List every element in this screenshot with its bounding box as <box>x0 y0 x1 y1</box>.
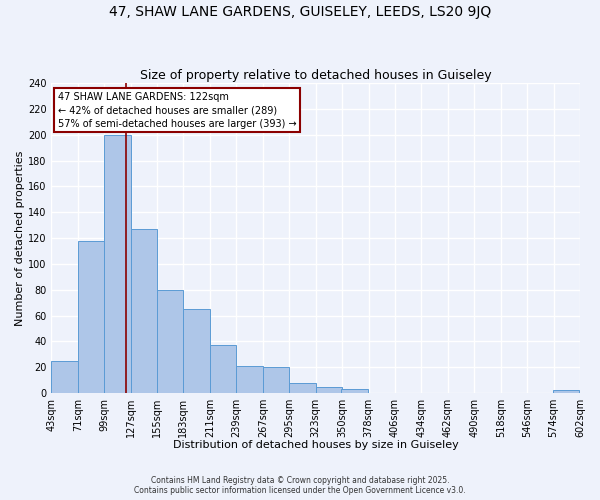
Bar <box>51 360 78 393</box>
Bar <box>78 240 104 393</box>
Text: Contains HM Land Registry data © Crown copyright and database right 2025.
Contai: Contains HM Land Registry data © Crown c… <box>134 476 466 495</box>
Text: 47, SHAW LANE GARDENS, GUISELEY, LEEDS, LS20 9JQ: 47, SHAW LANE GARDENS, GUISELEY, LEEDS, … <box>109 5 491 19</box>
Title: Size of property relative to detached houses in Guiseley: Size of property relative to detached ho… <box>140 69 491 82</box>
X-axis label: Distribution of detached houses by size in Guiseley: Distribution of detached houses by size … <box>173 440 458 450</box>
Bar <box>553 390 579 393</box>
Bar <box>157 290 184 393</box>
Bar <box>341 389 368 393</box>
Y-axis label: Number of detached properties: Number of detached properties <box>15 150 25 326</box>
Bar <box>210 345 236 393</box>
Text: 47 SHAW LANE GARDENS: 122sqm
← 42% of detached houses are smaller (289)
57% of s: 47 SHAW LANE GARDENS: 122sqm ← 42% of de… <box>58 92 296 128</box>
Bar <box>104 135 131 393</box>
Bar <box>289 382 316 393</box>
Bar <box>131 229 157 393</box>
Bar <box>184 309 210 393</box>
Bar <box>316 386 342 393</box>
Bar <box>236 366 263 393</box>
Bar <box>263 367 289 393</box>
